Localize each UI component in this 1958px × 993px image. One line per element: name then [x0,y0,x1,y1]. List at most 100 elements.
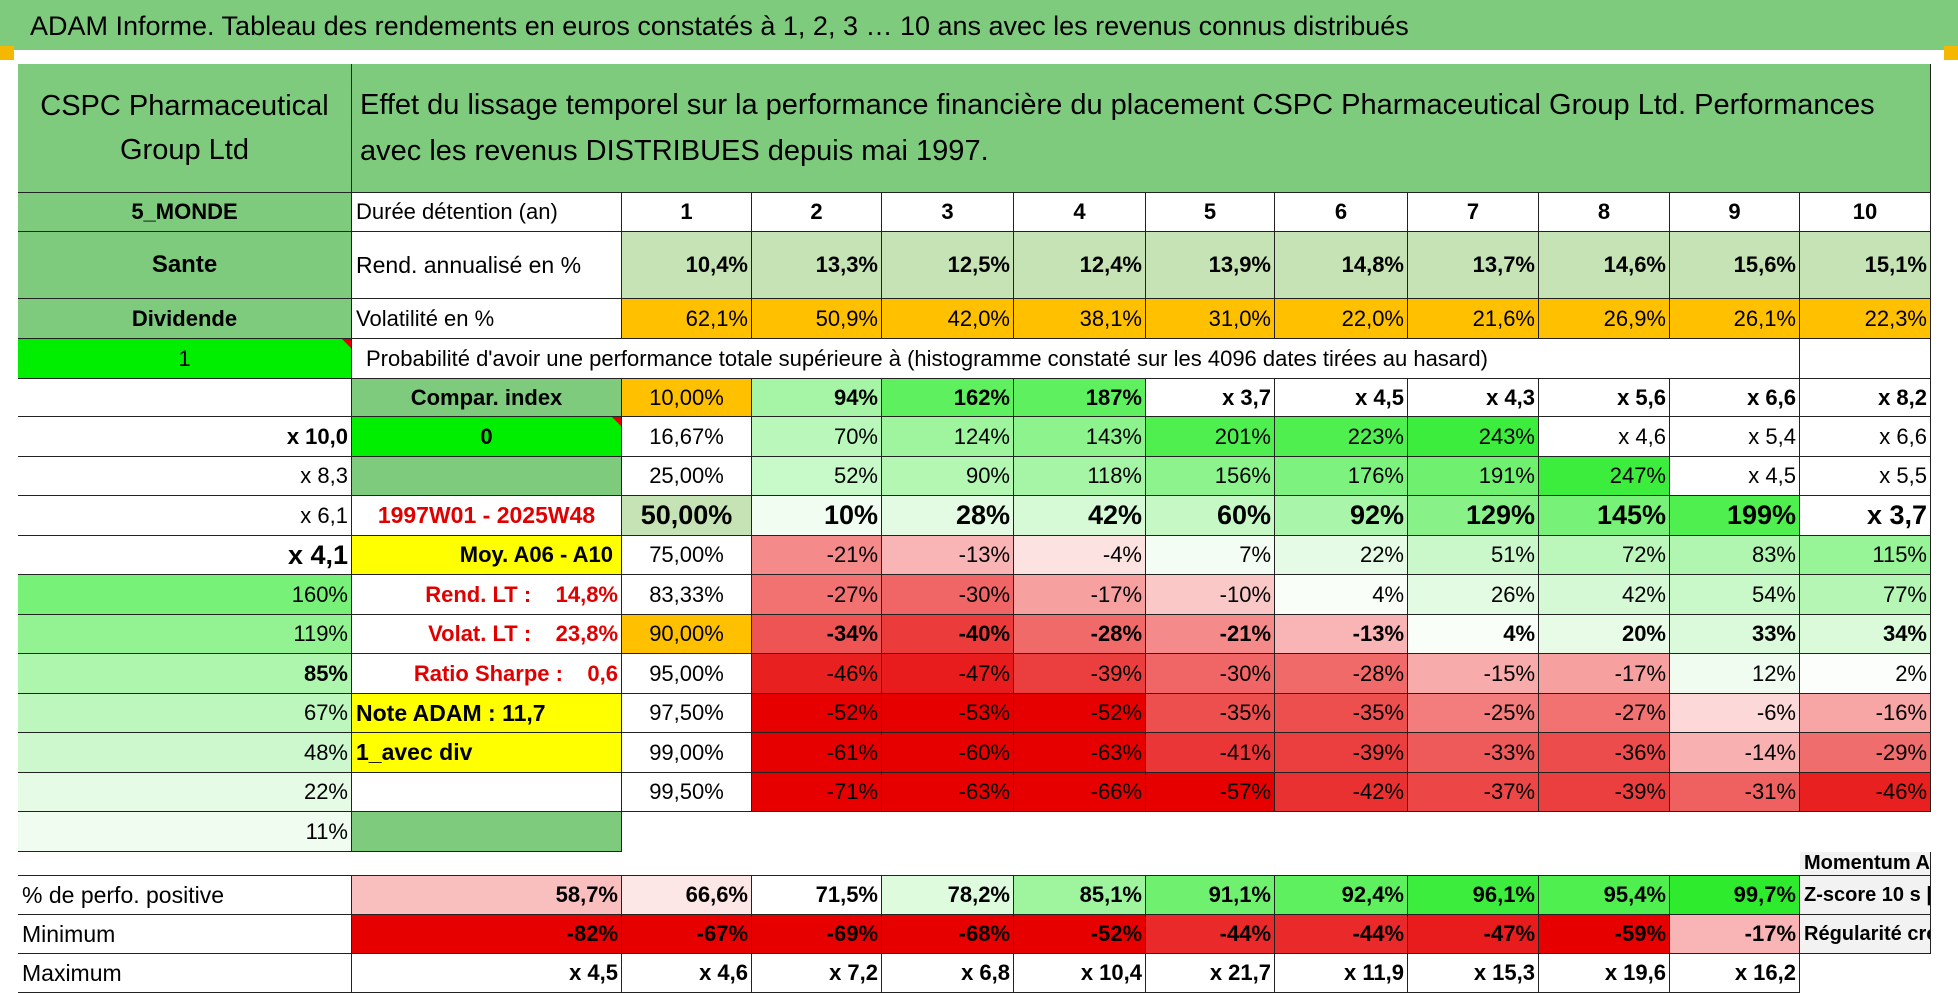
prob-value: x 5,5 [1800,457,1931,496]
minimum-value: -44% [1275,915,1408,954]
prob-value: -15% [1408,654,1539,694]
prob-value: -33% [1408,733,1539,773]
prob-value: -16% [1800,694,1931,733]
empty-cell [1670,339,1800,379]
minimum-value: -17% [1670,915,1800,954]
vol-value: 42,0% [882,299,1014,339]
positive-value: 99,7% [1670,876,1800,915]
prob-value: -14% [1670,733,1800,773]
rend-value: 14,8% [1275,232,1408,299]
prob-value: -42% [1275,773,1408,812]
minimum-value: -44% [1146,915,1275,954]
selector-cell-1[interactable]: 1 [18,339,352,379]
prob-value: 187% [1014,379,1146,417]
prob-value: -17% [1014,575,1146,615]
prob-value: x 4,1 [18,536,352,575]
positive-value: 92,4% [1275,876,1408,915]
prob-value: 247% [1539,457,1670,496]
prob-value: -47% [882,654,1014,694]
prob-value: 72% [1539,536,1670,575]
prob-value: -10% [1146,575,1275,615]
prob-value: x 4,5 [1275,379,1408,417]
minimum-value: -67% [622,915,752,954]
prob-value: 94% [752,379,882,417]
vol-value: 26,9% [1539,299,1670,339]
prob-value: -39% [1275,733,1408,773]
prob-value: 2% [1800,654,1931,694]
prob-value: -61% [752,733,882,773]
prob-threshold: 97,50% [622,694,752,733]
minimum-value: -59% [1539,915,1670,954]
prob-value: -36% [1539,733,1670,773]
maximum-value: x 6,8 [882,954,1014,993]
corner-marker-right [1944,46,1958,60]
period-label: 1997W01 - 2025W48 [352,496,622,536]
prob-threshold: 95,00% [622,654,752,694]
performance-table: CSPC Pharmaceutical Group Ltd Effet du l… [18,64,1931,993]
avec-div-label: 1_avec div [352,733,622,773]
prob-threshold: 90,00% [622,615,752,654]
prob-value: 42% [1014,496,1146,536]
prob-value: -31% [1670,773,1800,812]
vol-value: 22,3% [1800,299,1931,339]
prob-value: -27% [752,575,882,615]
prob-threshold: 10,00% [622,379,752,417]
vol-value: 38,1% [1014,299,1146,339]
maximum-value: x 4,6 [622,954,752,993]
vol-value: 21,6% [1408,299,1539,339]
minimum-label: Minimum [18,915,352,954]
prob-value: 143% [1014,417,1146,457]
prob-value: 129% [1408,496,1539,536]
positive-value: 85,1% [1014,876,1146,915]
prob-value: 42% [1539,575,1670,615]
prob-value: x 5,6 [1539,379,1670,417]
selector-cell-2[interactable]: 0 [352,417,622,457]
sector-label: Sante [18,232,352,299]
prob-value: -66% [1014,773,1146,812]
prob-value: 48% [18,733,352,773]
prob-value: 22% [18,773,352,812]
prob-value: -30% [882,575,1014,615]
minimum-value: -69% [752,915,882,954]
prob-value: 67% [18,694,352,733]
regularite-label: Régularité croiss. : 16,1 / 20 [1800,915,1931,954]
prob-value: -39% [1014,654,1146,694]
momentum-label: Momentum A/V : 15 (10=neutre) [1800,852,1931,876]
duration-label: Durée détention (an) [352,193,622,232]
prob-value: -52% [752,694,882,733]
prob-value: 11% [18,812,352,852]
prob-value: -28% [1014,615,1146,654]
prob-value: 85% [18,654,352,694]
prob-value: 52% [752,457,882,496]
prob-value: -13% [882,536,1014,575]
prob-value: 176% [1275,457,1408,496]
prob-value: -37% [1408,773,1539,812]
rend-lt-label: Rend. LT : 14,8% [352,575,622,615]
vol-value: 31,0% [1146,299,1275,339]
minimum-value: -52% [1014,915,1146,954]
prob-value: x 6,6 [1800,417,1931,457]
prob-value: 199% [1670,496,1800,536]
empty-cell [18,379,352,417]
prob-value: -35% [1275,694,1408,733]
maximum-value: x 4,5 [352,954,622,993]
prob-value: 223% [1275,417,1408,457]
rend-value: 14,6% [1539,232,1670,299]
prob-value: -30% [1146,654,1275,694]
positive-value: 71,5% [752,876,882,915]
prob-value: 201% [1146,417,1275,457]
positive-label: % de perfo. positive [18,876,352,915]
prob-value: 145% [1539,496,1670,536]
maximum-value: x 16,2 [1670,954,1800,993]
probability-header: Probabilité d'avoir une performance tota… [352,339,1670,379]
year-header: 7 [1408,193,1539,232]
prob-value: 22% [1275,536,1408,575]
note-adam-label: Note ADAM : 11,7 [352,694,622,733]
prob-value: -29% [1800,733,1931,773]
positive-value: 58,7% [352,876,622,915]
rend-label: Rend. annualisé en % [352,232,622,299]
vol-value: 26,1% [1670,299,1800,339]
maximum-value: x 19,6 [1539,954,1670,993]
year-header: 2 [752,193,882,232]
empty-label-cell [352,773,622,812]
